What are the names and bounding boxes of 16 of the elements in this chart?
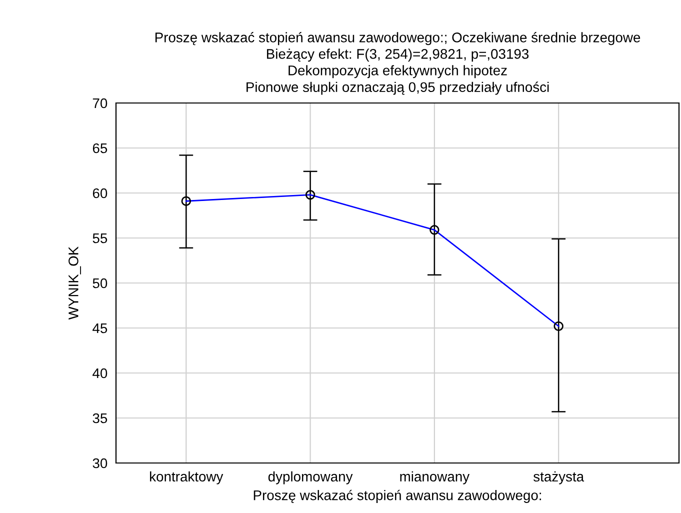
y-tick-label: 70 bbox=[92, 98, 108, 108]
x-tick-label: stażysta bbox=[533, 471, 584, 484]
y-tick-label: 30 bbox=[92, 458, 108, 468]
y-tick-label: 50 bbox=[92, 278, 108, 288]
x-axis-title: Proszę wskazać stopień awansu zawodowego: bbox=[254, 490, 541, 503]
y-tick-label: 55 bbox=[92, 233, 108, 244]
y-tick-label: 45 bbox=[92, 323, 108, 334]
y-tick-label: 40 bbox=[92, 368, 108, 378]
x-tick-label: kontraktowy bbox=[150, 471, 224, 484]
y-tick-label: 65 bbox=[92, 143, 108, 154]
chart-title: Proszę wskazać stopień awansu zawodowego:; Oczekiwane średnie brzegowe Bieżący efekt: F(3, 254)=2,9821, p=,03193 Dekompozycja efektywnych hipotez Pionowe słupki oznaczają 0,95 przedziały ufności bbox=[155, 32, 640, 95]
x-tick-label: mianowany bbox=[400, 471, 470, 484]
x-tick-label: dyplomowany bbox=[268, 471, 353, 484]
y-axis-title: WYNIK_OK bbox=[68, 246, 81, 320]
y-tick-label: 60 bbox=[92, 188, 108, 198]
y-tick-label: 35 bbox=[92, 413, 108, 424]
